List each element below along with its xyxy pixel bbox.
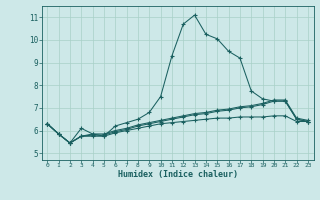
X-axis label: Humidex (Indice chaleur): Humidex (Indice chaleur) — [118, 170, 237, 179]
